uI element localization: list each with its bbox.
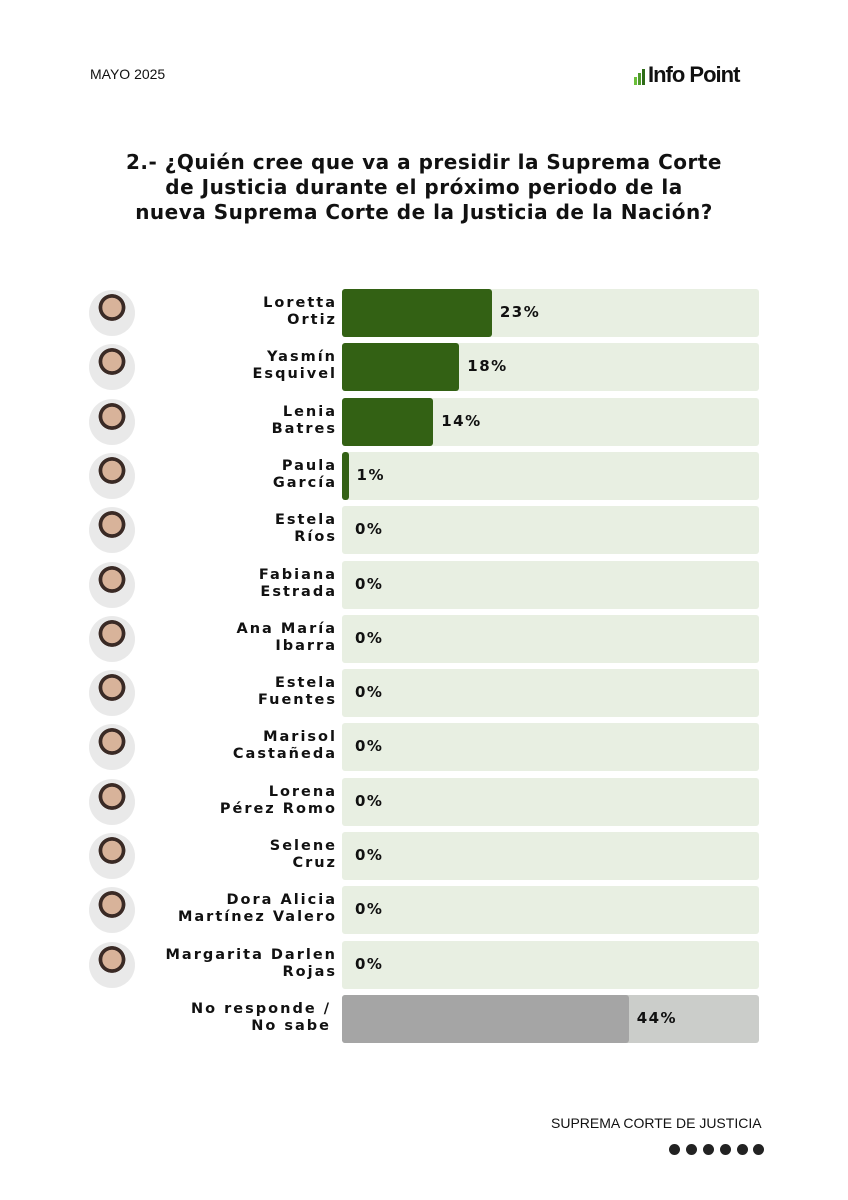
- social-icon: [720, 1144, 731, 1155]
- category-label: Lenia Batres: [271, 403, 337, 437]
- avatar: [89, 398, 135, 445]
- value-label: 0%: [355, 628, 384, 647]
- category-label: Dora Alicia Martínez Valero: [177, 892, 337, 926]
- bar-track: [342, 777, 759, 826]
- avatar: [89, 833, 135, 879]
- value-label: 44%: [636, 1008, 678, 1027]
- category-label: Yasmín Esquivel: [252, 349, 337, 383]
- bar-track: [342, 886, 759, 935]
- value-label: 0%: [355, 954, 384, 973]
- bar-track: [342, 669, 759, 718]
- value-label: 0%: [355, 574, 384, 593]
- value-label: 0%: [355, 900, 384, 919]
- value-label: 0%: [355, 846, 384, 864]
- social-icon: [686, 1144, 697, 1155]
- brand: Info Point: [648, 62, 740, 87]
- bar: [342, 289, 492, 337]
- avatar: [89, 290, 135, 336]
- avatar: [89, 887, 135, 934]
- avatar: [89, 344, 135, 391]
- value-label: 0%: [355, 683, 384, 702]
- value-label: 14%: [441, 411, 482, 430]
- avatar: [89, 507, 135, 554]
- bar: [342, 451, 349, 500]
- category-label: Estela Fuentes: [257, 675, 337, 709]
- bar-track: [342, 940, 759, 989]
- date: MAYO 2025: [90, 66, 166, 82]
- chart-title: 2.- ¿Quién cree que va a presidir la Sup…: [126, 150, 722, 224]
- bar-track: [342, 560, 759, 609]
- category-label: Marisol Castañeda: [232, 729, 337, 763]
- value-label: 0%: [355, 791, 384, 810]
- avatar: [89, 615, 135, 662]
- social-icon: [753, 1144, 764, 1155]
- bar: [342, 397, 434, 446]
- bar: [342, 343, 460, 392]
- social-icon: [737, 1144, 748, 1155]
- value-label: 0%: [355, 737, 384, 756]
- bar-track: [342, 723, 759, 772]
- category-label: No responde / No sabe: [191, 1000, 331, 1034]
- value-label: 1%: [356, 465, 385, 484]
- bar-track: [342, 451, 759, 500]
- value-label: 23%: [499, 303, 541, 321]
- social-icon: [703, 1144, 714, 1155]
- category-label: Loretta Ortiz: [263, 295, 337, 328]
- value-label: 18%: [467, 357, 508, 376]
- social-icon: [669, 1144, 680, 1155]
- category-label: Estela Ríos: [274, 512, 337, 546]
- avatar: [89, 941, 135, 988]
- avatar: [89, 452, 135, 499]
- bar-track: [342, 832, 759, 880]
- avatar: [89, 561, 135, 608]
- bar: [342, 994, 629, 1043]
- avatar: [89, 670, 135, 717]
- avatar: [89, 778, 135, 825]
- category-label: Ana María Ibarra: [236, 620, 337, 654]
- avatar: [89, 724, 135, 771]
- category-label: Lorena Pérez Romo: [219, 783, 337, 817]
- category-label: Paula García: [272, 457, 337, 491]
- category-label: Margarita Darlen Rojas: [165, 946, 337, 980]
- logo-icon: [634, 69, 645, 85]
- category-label: Selene Cruz: [269, 838, 337, 871]
- footer: SUPREMA CORTE DE JUSTICIA: [551, 1115, 762, 1131]
- value-label: 0%: [355, 520, 384, 539]
- bar-track: [342, 506, 759, 555]
- bar-track: [342, 614, 759, 663]
- category-label: Fabiana Estrada: [258, 566, 337, 600]
